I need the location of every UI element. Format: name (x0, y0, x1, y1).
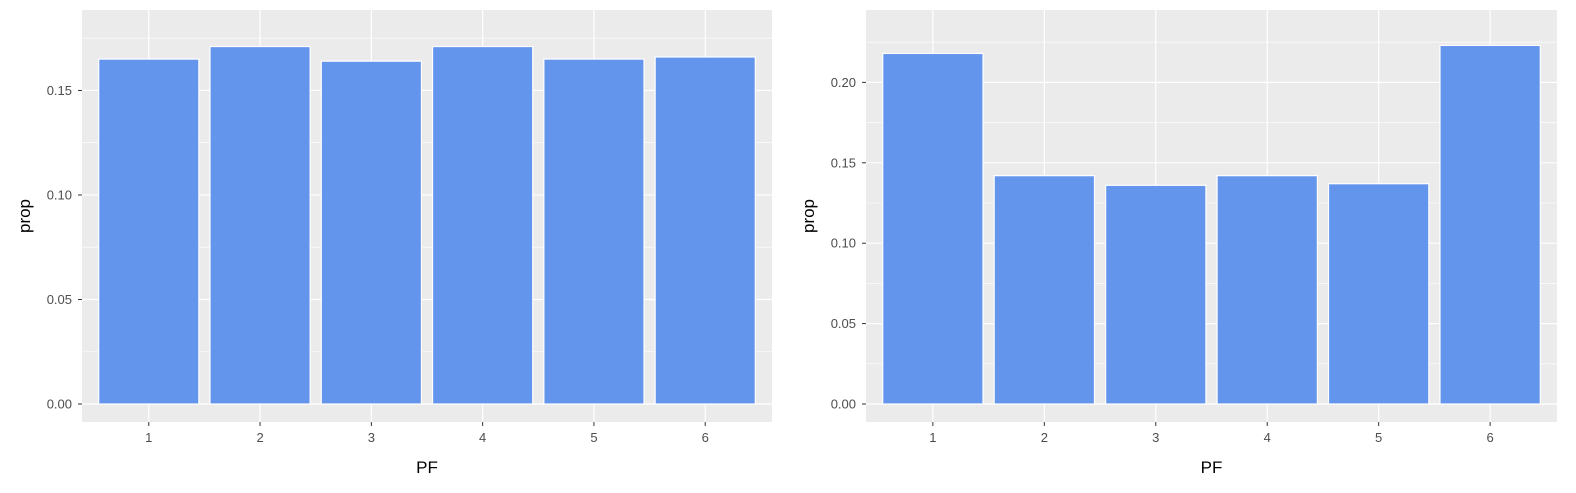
chart-left-x-tick-label: 1 (145, 430, 152, 445)
chart-right-bar-6 (1439, 44, 1541, 405)
chart-right-y-ticks: 0.00 0.05 0.10 0.15 0.20 (831, 75, 866, 412)
chart-right-x-tick-label: 6 (1487, 430, 1494, 445)
chart-right-bars (882, 44, 1541, 405)
chart-right-x-tick-label: 3 (1152, 430, 1159, 445)
chart-right: 0.00 0.05 0.10 0.15 0.20 1 2 3 4 5 6 PF prop (799, 10, 1557, 477)
chart-left-y-tick-label: 0.15 (47, 83, 72, 98)
chart-right-x-tick-label: 5 (1375, 430, 1382, 445)
chart-left-x-axis-title: PF (416, 458, 438, 477)
chart-right-x-axis-title: PF (1201, 458, 1223, 477)
chart-right-x-tick-label: 2 (1041, 430, 1048, 445)
chart-right-bar-1 (882, 52, 984, 405)
chart-right-y-tick-label: 0.05 (831, 316, 856, 331)
chart-right-y-tick-label: 0.00 (831, 397, 856, 412)
chart-right-x-tick-label: 1 (929, 430, 936, 445)
chart-left-y-tick-label: 0.05 (47, 292, 72, 307)
chart-right-bar-2 (993, 175, 1096, 405)
chart-right-y-tick-label: 0.10 (831, 236, 856, 251)
chart-left-x-tick-label: 4 (479, 430, 486, 445)
chart-left-bar-2 (209, 45, 311, 405)
chart-right-y-axis-title: prop (799, 199, 818, 233)
chart-left-y-ticks: 0.00 0.05 0.10 0.15 (47, 83, 82, 412)
chart-left-bar-5 (543, 58, 645, 405)
chart-right-x-tick-label: 4 (1264, 430, 1271, 445)
chart-left-x-tick-label: 5 (590, 430, 597, 445)
chart-left-x-ticks: 1 2 3 4 5 6 (145, 422, 709, 445)
chart-right-bar-5 (1327, 183, 1430, 405)
chart-left-bars (98, 45, 756, 405)
chart-right-y-tick-label: 0.20 (831, 75, 856, 90)
chart-right-bar-3 (1105, 184, 1207, 405)
chart-left-bar-3 (320, 60, 423, 405)
chart-left-bar-6 (654, 56, 756, 405)
chart-left-y-axis-title: prop (15, 199, 34, 233)
chart-right-x-ticks: 1 2 3 4 5 6 (929, 422, 1494, 445)
chart-left-bar-4 (431, 45, 534, 405)
chart-left-x-tick-label: 2 (256, 430, 263, 445)
chart-left: 0.00 0.05 0.10 0.15 1 2 3 4 5 6 PF prop (15, 10, 772, 477)
chart-left-y-tick-label: 0.10 (47, 187, 72, 202)
chart-left-y-tick-label: 0.00 (47, 397, 72, 412)
chart-left-bar-1 (98, 58, 200, 405)
chart-right-bar-4 (1216, 175, 1318, 405)
chart-right-y-tick-label: 0.15 (831, 155, 856, 170)
chart-left-x-tick-label: 3 (368, 430, 375, 445)
chart-left-x-tick-label: 6 (702, 430, 709, 445)
